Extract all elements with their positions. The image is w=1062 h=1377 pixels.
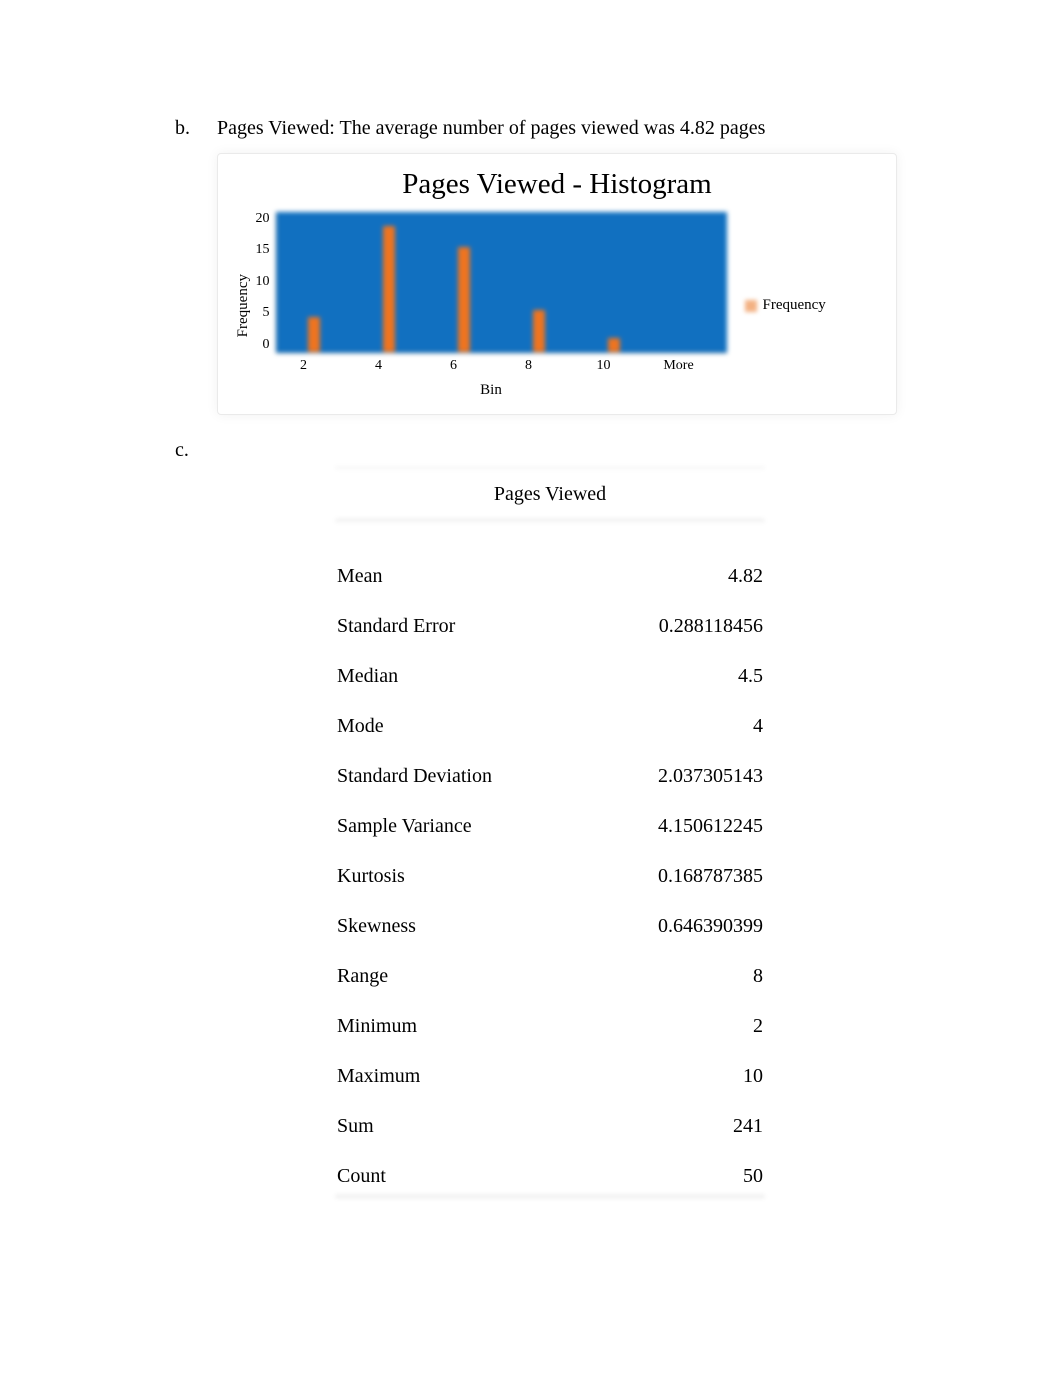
chart-title: Pages Viewed - Histogram xyxy=(232,166,882,204)
stats-title-divider xyxy=(335,519,765,523)
stats-value: 0.288118456 xyxy=(590,601,765,651)
table-row: Count50 xyxy=(335,1151,765,1201)
stats-value: 4 xyxy=(590,701,765,751)
table-row: Kurtosis0.168787385 xyxy=(335,851,765,901)
stats-value: 50 xyxy=(590,1151,765,1201)
stats-key: Kurtosis xyxy=(335,851,590,901)
stats-value: 241 xyxy=(590,1101,765,1151)
chart-xticks: 246810More xyxy=(266,357,716,375)
stats-bottom-divider xyxy=(335,1195,765,1199)
stats-key: Standard Error xyxy=(335,601,590,651)
chart-xtick: 8 xyxy=(491,357,566,375)
table-row: Standard Error0.288118456 xyxy=(335,601,765,651)
stats-value: 2.037305143 xyxy=(590,751,765,801)
stats-value: 10 xyxy=(590,1051,765,1101)
stats-key: Minimum xyxy=(335,1001,590,1051)
table-row: Median4.5 xyxy=(335,651,765,701)
stats-value: 4.82 xyxy=(590,551,765,601)
document-page: b. Pages Viewed: The average number of p… xyxy=(0,0,1062,1377)
stats-key: Range xyxy=(335,951,590,1001)
chart-ytick: 5 xyxy=(263,306,270,320)
stats-block: Pages Viewed Mean4.82Standard Error0.288… xyxy=(335,467,765,1199)
list-item-b: b. Pages Viewed: The average number of p… xyxy=(175,115,992,141)
table-row: Mode4 xyxy=(335,701,765,751)
chart-bar xyxy=(383,226,395,352)
chart-legend: Frequency xyxy=(745,296,826,316)
stats-key: Mode xyxy=(335,701,590,751)
table-row: Maximum10 xyxy=(335,1051,765,1101)
chart-bar xyxy=(533,310,545,352)
legend-swatch-icon xyxy=(745,300,757,312)
chart-ytick: 20 xyxy=(256,212,270,226)
stats-key: Sample Variance xyxy=(335,801,590,851)
stats-key: Count xyxy=(335,1151,590,1201)
chart-bar xyxy=(458,247,470,352)
chart-ylabel: Frequency xyxy=(232,274,256,337)
table-row: Mean4.82 xyxy=(335,551,765,601)
chart-xtick: 4 xyxy=(341,357,416,375)
stats-table: Mean4.82Standard Error0.288118456Median4… xyxy=(335,551,765,1201)
chart-bar xyxy=(608,338,620,352)
chart-xtick: 10 xyxy=(566,357,641,375)
table-row: Range8 xyxy=(335,951,765,1001)
stats-value: 8 xyxy=(590,951,765,1001)
chart-xtick: More xyxy=(641,357,716,375)
chart-ytick: 10 xyxy=(256,275,270,289)
stats-key: Skewness xyxy=(335,901,590,951)
stats-key: Sum xyxy=(335,1101,590,1151)
chart-xtick: 2 xyxy=(266,357,341,375)
stats-key: Median xyxy=(335,651,590,701)
list-item-c: c. xyxy=(175,437,992,463)
table-row: Minimum2 xyxy=(335,1001,765,1051)
stats-value: 2 xyxy=(590,1001,765,1051)
stats-value: 4.5 xyxy=(590,651,765,701)
list-label-b: b. xyxy=(175,115,203,141)
chart-xtick: 6 xyxy=(416,357,491,375)
list-text-b: Pages Viewed: The average number of page… xyxy=(217,115,992,141)
chart-bar xyxy=(308,317,320,352)
stats-value: 0.646390399 xyxy=(590,901,765,951)
chart-plot-area xyxy=(276,212,727,353)
chart-plot-column: 20151050 246810More Bin xyxy=(256,212,727,401)
table-row: Standard Deviation2.037305143 xyxy=(335,751,765,801)
chart-ytick: 0 xyxy=(263,338,270,352)
table-row: Sum241 xyxy=(335,1101,765,1151)
chart-xlabel: Bin xyxy=(480,381,502,401)
list-label-c: c. xyxy=(175,437,203,463)
chart-body: Frequency 20151050 246810More Bin Freque… xyxy=(232,212,882,401)
chart-plot-row: 20 15 10 5 0 xyxy=(256,212,727,353)
stats-key: Mean xyxy=(335,551,590,601)
stats-key: Maximum xyxy=(335,1051,590,1101)
legend-label: Frequency xyxy=(763,296,826,316)
stats-value: 4.150612245 xyxy=(590,801,765,851)
stats-key: Standard Deviation xyxy=(335,751,590,801)
table-row: Sample Variance4.150612245 xyxy=(335,801,765,851)
chart-yticks: 20 15 10 5 0 xyxy=(256,212,276,352)
stats-title: Pages Viewed xyxy=(335,469,765,519)
table-row: Skewness0.646390399 xyxy=(335,901,765,951)
stats-value: 0.168787385 xyxy=(590,851,765,901)
chart-ytick: 15 xyxy=(256,243,270,257)
histogram-chart-card: Pages Viewed - Histogram Frequency 20151… xyxy=(217,153,897,415)
